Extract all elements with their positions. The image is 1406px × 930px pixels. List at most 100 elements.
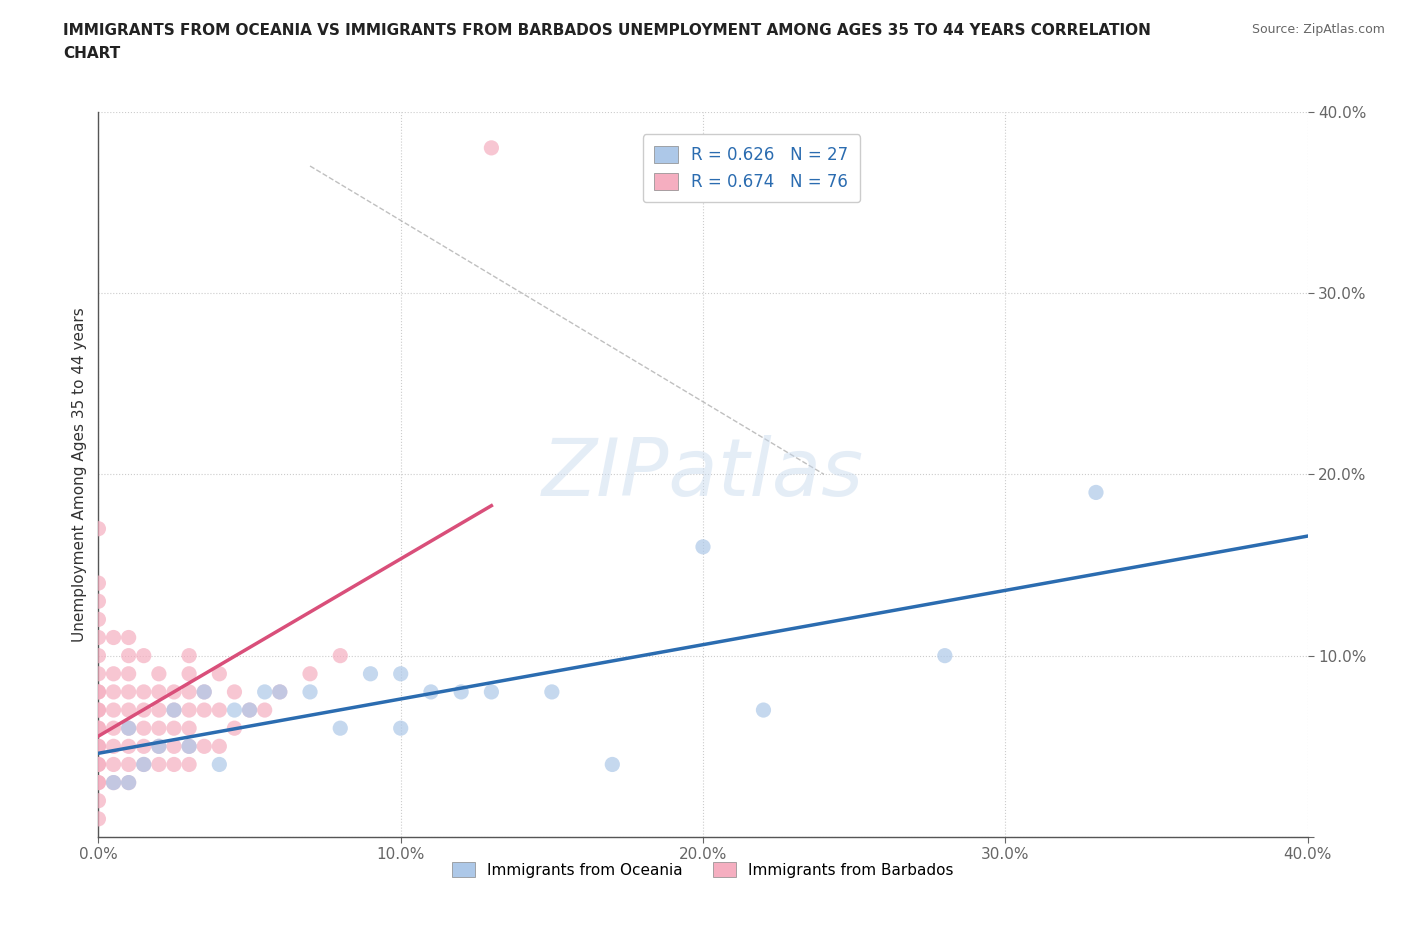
Point xyxy=(148,703,170,718)
Point xyxy=(148,738,170,753)
Point xyxy=(179,703,201,718)
Point xyxy=(148,757,170,772)
Point xyxy=(179,648,201,663)
Point xyxy=(163,738,186,753)
Point xyxy=(1085,485,1108,500)
Point xyxy=(132,757,155,772)
Point xyxy=(208,757,231,772)
Point xyxy=(87,757,110,772)
Point xyxy=(118,721,141,736)
Point xyxy=(132,721,155,736)
Point xyxy=(299,684,322,699)
Point xyxy=(269,684,291,699)
Point xyxy=(148,684,170,699)
Point xyxy=(389,667,412,682)
Point xyxy=(481,684,503,699)
Point xyxy=(87,793,110,808)
Point xyxy=(269,684,291,699)
Point xyxy=(450,684,472,699)
Y-axis label: Unemployment Among Ages 35 to 44 years: Unemployment Among Ages 35 to 44 years xyxy=(72,307,87,642)
Point xyxy=(87,721,110,736)
Point xyxy=(163,703,186,718)
Point xyxy=(179,757,201,772)
Point xyxy=(179,738,201,753)
Point xyxy=(163,721,186,736)
Point xyxy=(163,757,186,772)
Point xyxy=(132,684,155,699)
Point xyxy=(87,576,110,591)
Point xyxy=(420,684,443,699)
Point xyxy=(118,631,141,645)
Point xyxy=(87,721,110,736)
Point xyxy=(87,684,110,699)
Point xyxy=(87,776,110,790)
Point xyxy=(239,703,262,718)
Point xyxy=(360,667,382,682)
Point xyxy=(224,684,246,699)
Point xyxy=(87,684,110,699)
Point xyxy=(118,776,141,790)
Point xyxy=(193,738,215,753)
Point xyxy=(103,776,125,790)
Point xyxy=(87,631,110,645)
Point xyxy=(132,648,155,663)
Point xyxy=(148,667,170,682)
Point xyxy=(752,703,775,718)
Point xyxy=(87,703,110,718)
Point xyxy=(87,703,110,718)
Point xyxy=(389,721,412,736)
Point xyxy=(87,738,110,753)
Point xyxy=(103,721,125,736)
Point xyxy=(934,648,956,663)
Point xyxy=(87,757,110,772)
Point xyxy=(148,721,170,736)
Point xyxy=(224,703,246,718)
Point xyxy=(179,667,201,682)
Point xyxy=(87,776,110,790)
Point xyxy=(87,594,110,609)
Point xyxy=(103,757,125,772)
Point xyxy=(692,539,714,554)
Point xyxy=(118,684,141,699)
Text: ZIPatlas: ZIPatlas xyxy=(541,435,865,513)
Point xyxy=(179,738,201,753)
Point xyxy=(253,684,276,699)
Point xyxy=(179,721,201,736)
Point xyxy=(103,703,125,718)
Point xyxy=(208,703,231,718)
Legend: Immigrants from Oceania, Immigrants from Barbados: Immigrants from Oceania, Immigrants from… xyxy=(446,856,960,884)
Point xyxy=(118,757,141,772)
Text: CHART: CHART xyxy=(63,46,121,61)
Point xyxy=(103,684,125,699)
Point xyxy=(193,703,215,718)
Point xyxy=(118,667,141,682)
Point xyxy=(87,667,110,682)
Point xyxy=(179,684,201,699)
Point xyxy=(87,648,110,663)
Point xyxy=(132,757,155,772)
Point xyxy=(224,721,246,736)
Point xyxy=(87,811,110,827)
Point xyxy=(193,684,215,699)
Point xyxy=(103,738,125,753)
Point xyxy=(540,684,562,699)
Point xyxy=(118,721,141,736)
Point xyxy=(208,738,231,753)
Point xyxy=(481,140,503,155)
Point xyxy=(329,721,352,736)
Point xyxy=(118,738,141,753)
Point xyxy=(193,684,215,699)
Point xyxy=(118,776,141,790)
Point xyxy=(103,776,125,790)
Point xyxy=(87,738,110,753)
Point xyxy=(163,703,186,718)
Point xyxy=(87,521,110,536)
Point xyxy=(118,648,141,663)
Point xyxy=(132,703,155,718)
Point xyxy=(103,631,125,645)
Point xyxy=(208,667,231,682)
Point xyxy=(87,612,110,627)
Point xyxy=(329,648,352,663)
Point xyxy=(602,757,624,772)
Text: IMMIGRANTS FROM OCEANIA VS IMMIGRANTS FROM BARBADOS UNEMPLOYMENT AMONG AGES 35 T: IMMIGRANTS FROM OCEANIA VS IMMIGRANTS FR… xyxy=(63,23,1152,38)
